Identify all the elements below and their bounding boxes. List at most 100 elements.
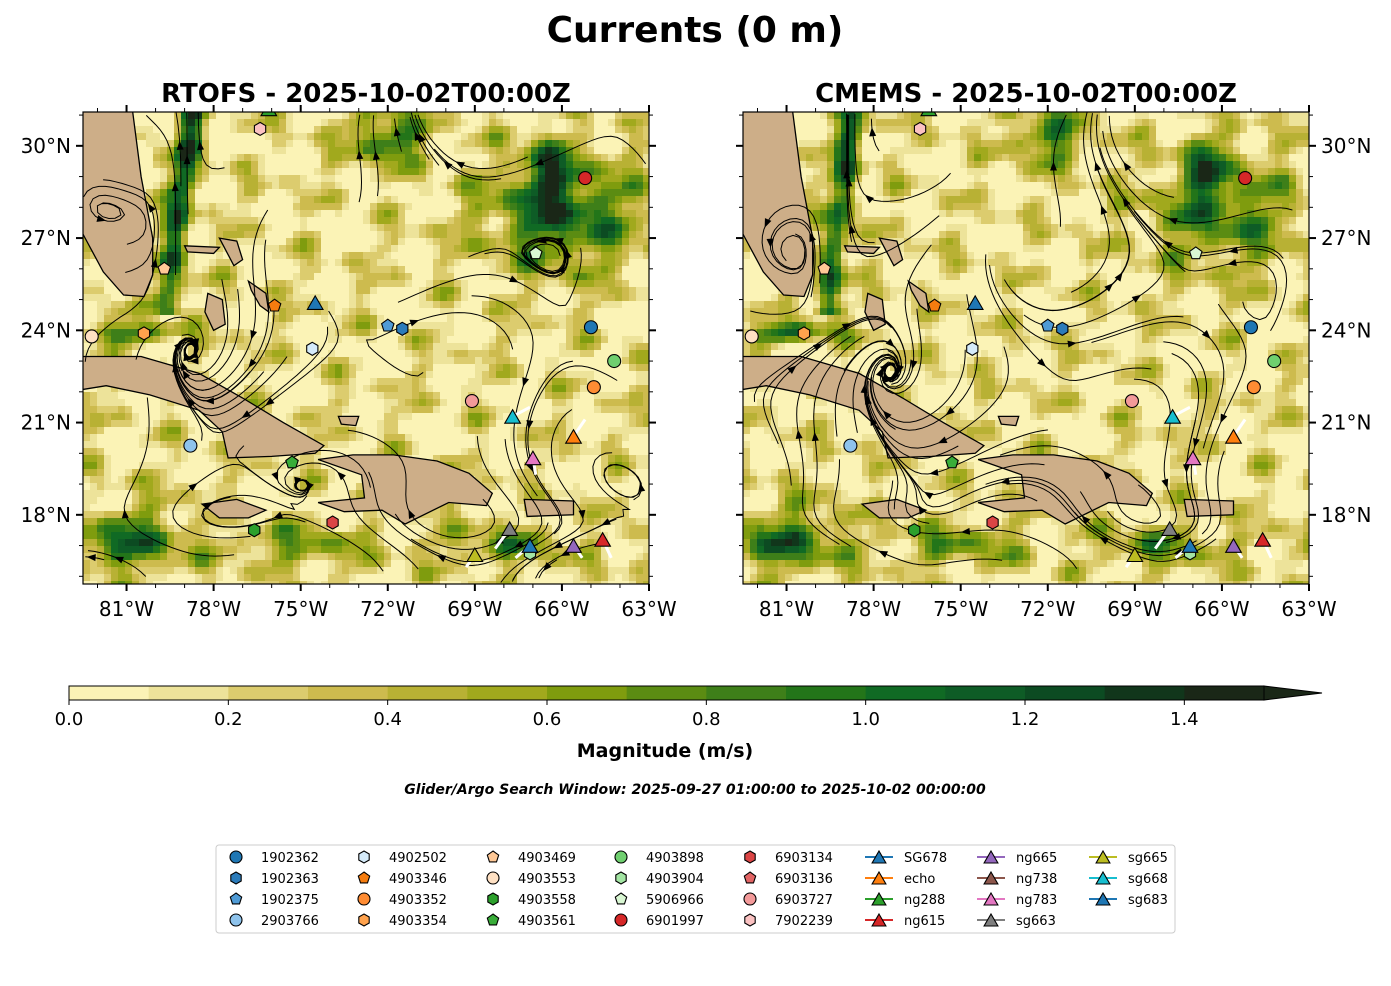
figure-title: Currents (0 m): [547, 10, 844, 51]
magnitude-cell: [482, 469, 490, 477]
magnitude-cell: [468, 112, 476, 120]
magnitude-cell: [608, 406, 616, 414]
magnitude-cell: [489, 406, 497, 414]
magnitude-cell: [622, 252, 630, 260]
magnitude-cell: [258, 161, 266, 169]
magnitude-cell: [587, 210, 595, 218]
magnitude-cell: [636, 210, 644, 218]
magnitude-cell: [146, 196, 154, 204]
magnitude-cell: [391, 399, 399, 407]
magnitude-cell: [587, 294, 595, 302]
magnitude-cell: [146, 469, 154, 477]
magnitude-cell: [573, 147, 581, 155]
magnitude-cell: [643, 357, 649, 365]
magnitude-cell: [454, 455, 462, 463]
magnitude-cell: [97, 525, 105, 533]
magnitude-cell: [328, 357, 336, 365]
magnitude-cell: [286, 294, 294, 302]
magnitude-cell: [384, 133, 392, 141]
magnitude-cell: [643, 420, 649, 428]
magnitude-cell: [489, 210, 497, 218]
magnitude-cell: [489, 420, 497, 428]
magnitude-cell: [230, 168, 238, 176]
magnitude-cell: [552, 175, 560, 183]
magnitude-cell: [517, 343, 525, 351]
magnitude-cell: [608, 455, 616, 463]
magnitude-cell: [258, 231, 266, 239]
magnitude-cell: [230, 273, 238, 281]
magnitude-cell: [496, 518, 504, 526]
magnitude-cell: [251, 245, 259, 253]
magnitude-cell: [524, 252, 532, 260]
magnitude-cell: [475, 371, 483, 379]
magnitude-cell: [580, 434, 588, 442]
magnitude-cell: [188, 287, 196, 295]
magnitude-cell: [174, 525, 182, 533]
magnitude-cell: [258, 245, 266, 253]
magnitude-cell: [587, 126, 595, 134]
magnitude-cell: [398, 371, 406, 379]
magnitude-cell: [454, 504, 462, 512]
magnitude-cell: [398, 434, 406, 442]
magnitude-cell: [202, 259, 210, 267]
magnitude-cell: [566, 161, 574, 169]
magnitude-cell: [601, 329, 609, 337]
magnitude-cell: [265, 483, 273, 491]
magnitude-cell: [531, 371, 539, 379]
magnitude-cell: [587, 231, 595, 239]
magnitude-cell: [405, 329, 413, 337]
magnitude-cell: [447, 196, 455, 204]
magnitude-cell: [83, 462, 91, 470]
magnitude-cell: [265, 252, 273, 260]
magnitude-cell: [531, 168, 539, 176]
magnitude-cell: [272, 245, 280, 253]
magnitude-cell: [300, 119, 308, 127]
magnitude-cell: [146, 119, 154, 127]
magnitude-cell: [608, 308, 616, 316]
magnitude-cell: [489, 343, 497, 351]
magnitude-cell: [552, 259, 560, 267]
magnitude-cell: [454, 406, 462, 414]
magnitude-cell: [608, 175, 616, 183]
magnitude-cell: [559, 476, 567, 484]
magnitude-cell: [629, 483, 637, 491]
magnitude-cell: [230, 525, 238, 533]
magnitude-cell: [83, 441, 91, 449]
magnitude-cell: [167, 119, 175, 127]
magnitude-cell: [524, 364, 532, 372]
magnitude-cell: [265, 182, 273, 190]
magnitude-cell: [622, 427, 630, 435]
magnitude-cell: [447, 259, 455, 267]
magnitude-cell: [265, 147, 273, 155]
magnitude-cell: [531, 175, 539, 183]
magnitude-cell: [545, 119, 553, 127]
magnitude-cell: [468, 133, 476, 141]
magnitude-cell: [608, 469, 616, 477]
magnitude-cell: [258, 497, 266, 505]
magnitude-cell: [174, 532, 182, 540]
magnitude-cell: [601, 119, 609, 127]
magnitude-cell: [139, 315, 147, 323]
magnitude-cell: [356, 119, 364, 127]
magnitude-cell: [300, 252, 308, 260]
magnitude-cell: [111, 504, 119, 512]
magnitude-cell: [503, 343, 511, 351]
magnitude-cell: [349, 175, 357, 183]
magnitude-cell: [90, 490, 98, 498]
magnitude-cell: [482, 413, 490, 421]
magnitude-cell: [363, 294, 371, 302]
magnitude-cell: [202, 119, 210, 127]
magnitude-cell: [342, 147, 350, 155]
magnitude-cell: [181, 161, 189, 169]
magnitude-cell: [629, 280, 637, 288]
magnitude-cell: [174, 490, 182, 498]
magnitude-cell: [482, 392, 490, 400]
magnitude-cell: [118, 504, 126, 512]
magnitude-cell: [349, 308, 357, 316]
magnitude-cell: [419, 448, 427, 456]
magnitude-cell: [412, 518, 420, 526]
magnitude-cell: [629, 182, 637, 190]
magnitude-cell: [237, 476, 245, 484]
magnitude-cell: [174, 427, 182, 435]
magnitude-cell: [587, 245, 595, 253]
